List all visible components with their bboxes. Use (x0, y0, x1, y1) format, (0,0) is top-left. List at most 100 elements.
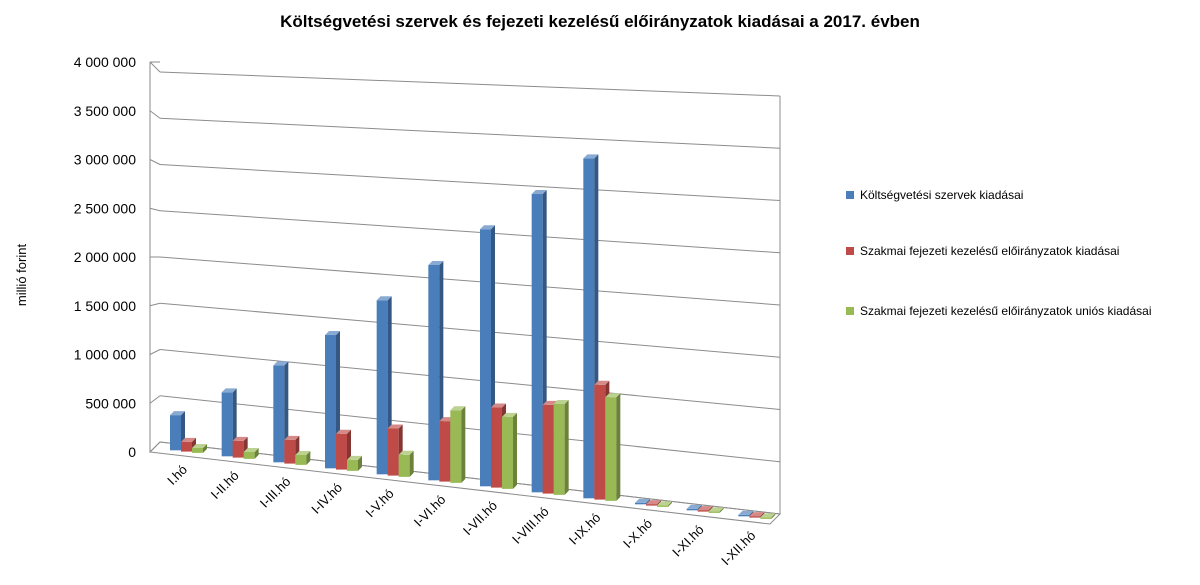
bar (502, 412, 517, 489)
x-tick-label: I-X.hó (620, 516, 655, 551)
legend-swatch (846, 191, 854, 199)
bar-front (708, 511, 720, 513)
bar-front (398, 454, 410, 477)
bar-top (583, 154, 599, 159)
gridline (159, 349, 781, 410)
bar-front (686, 508, 698, 511)
gridline-side (149, 61, 161, 73)
bar-side (697, 504, 702, 511)
y-tick-label: 2 500 000 (74, 200, 136, 216)
bar (243, 447, 259, 459)
x-tick-label: I-VIII.hó (509, 504, 552, 547)
y-axis-label-group: millió forint (14, 244, 29, 307)
bar-side (513, 412, 517, 489)
legend-label: Szakmai fejezeti kezelésű előirányzatok … (860, 304, 1152, 318)
bar-front (325, 335, 336, 469)
bar (605, 393, 621, 501)
y-tick-label: 1 000 000 (74, 347, 136, 363)
bar-top (760, 513, 776, 518)
chart-title: Költségvetési szervek és fejezeti kezelé… (280, 12, 920, 31)
bar-top (450, 406, 466, 411)
bar (635, 498, 650, 505)
bar-top (336, 429, 351, 434)
bar-front (170, 415, 181, 451)
bar-front (232, 440, 244, 458)
bar-front (387, 428, 399, 476)
bar (450, 406, 466, 483)
bar-top (749, 512, 765, 517)
gridline-side (149, 159, 161, 165)
bar-front (480, 229, 491, 487)
bar-top (502, 412, 517, 417)
bar-side (708, 506, 713, 512)
bar-front (243, 451, 255, 459)
bar (697, 506, 713, 512)
bar-top (646, 500, 661, 505)
bar-top (708, 507, 724, 512)
bar-side (719, 507, 724, 513)
bar-top (553, 400, 569, 405)
bar-top (325, 331, 340, 336)
bar-top (491, 403, 506, 408)
bar-top (657, 501, 672, 506)
gridline-side (149, 395, 161, 404)
bar-front (376, 300, 388, 475)
bar-side (254, 447, 259, 459)
bar-top (232, 436, 248, 441)
bar-front (428, 264, 440, 481)
bar-top (295, 450, 311, 455)
x-tick-label: I-II.hó (208, 468, 242, 502)
y-tick-label: 3 000 000 (74, 152, 136, 168)
x-tick-label: I-IV.hó (308, 480, 345, 517)
bar-front (646, 504, 657, 506)
bar-front (738, 514, 750, 517)
bar-top (738, 510, 754, 515)
gridline-side (149, 207, 161, 212)
gridline (159, 256, 781, 306)
x-tick-label: I-V.hó (362, 486, 396, 520)
legend-item: Költségvetési szervek kiadásai (846, 188, 1023, 202)
bar-front (347, 459, 358, 471)
y-tick-label: 1 500 000 (74, 298, 136, 314)
x-tick-label: I-VII.hó (460, 498, 500, 538)
bar (192, 443, 207, 453)
bar-front (542, 404, 554, 494)
gridline (159, 71, 781, 97)
bar (398, 450, 414, 477)
bar-top (686, 504, 702, 509)
bar-side (646, 498, 650, 505)
x-tick-label: I-VI.hó (411, 492, 449, 530)
x-tick-label: I.hó (164, 462, 190, 488)
bars (170, 154, 776, 519)
bar-top (480, 225, 495, 230)
legend-swatch (846, 247, 854, 255)
bar (295, 450, 311, 465)
bar (657, 501, 672, 507)
y-tick-label: 0 (128, 444, 136, 460)
bar-side (760, 512, 765, 518)
legend-item: Szakmai fejezeti kezelésű előirányzatok … (846, 304, 1152, 318)
bar-front (697, 510, 709, 512)
bar-front (181, 441, 192, 452)
bar (708, 507, 724, 513)
bar-top (192, 443, 207, 448)
bar-front (635, 502, 646, 505)
bar-front (273, 365, 285, 463)
bar-top (221, 388, 237, 393)
bar (686, 504, 702, 511)
bar-front (594, 384, 606, 500)
legend-label: Szakmai fejezeti kezelésű előirányzatok … (860, 244, 1119, 258)
bar-top (243, 447, 259, 452)
y-axis-label: millió forint (14, 244, 29, 307)
gridline-side (149, 302, 161, 307)
bar-side (749, 510, 754, 517)
bar (738, 510, 754, 517)
bar-front (439, 421, 451, 482)
y-tick-label: 500 000 (85, 395, 136, 411)
bar-top (428, 260, 444, 265)
x-tick-label: I-IX.hó (566, 510, 604, 548)
gridline-side (149, 349, 161, 355)
y-axis-ticks: 0 500 000 1 000 000 1 500 000 2 000 000 2 500… (74, 54, 137, 460)
bar-front (295, 454, 307, 465)
